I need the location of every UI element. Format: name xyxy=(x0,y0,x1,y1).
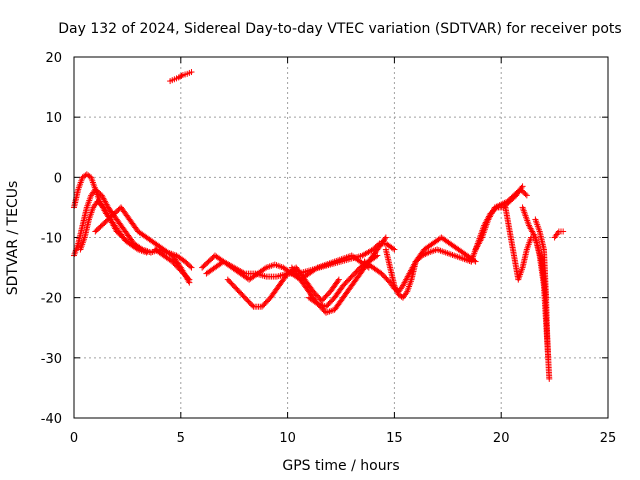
data-point-interp xyxy=(381,235,388,242)
data-point-interp xyxy=(334,277,341,284)
data-point xyxy=(560,228,567,235)
data-point-interp xyxy=(249,302,256,309)
data-point xyxy=(186,276,193,283)
data-point xyxy=(143,249,150,256)
data-point xyxy=(523,192,530,199)
x-tick-label: 15 xyxy=(386,431,403,446)
data-point-interp xyxy=(313,265,320,272)
data-point xyxy=(188,264,195,271)
data-point xyxy=(391,246,398,253)
data-point xyxy=(335,276,342,283)
x-tick-label: 10 xyxy=(279,431,296,446)
data-point-interp xyxy=(261,265,268,272)
y-axis-label: SDTVAR / TECUs xyxy=(5,181,21,296)
data-point-interp xyxy=(313,299,320,306)
data-point xyxy=(382,234,389,241)
x-tick-label: 20 xyxy=(493,431,510,446)
data-point xyxy=(374,252,381,259)
y-tick-label: 10 xyxy=(45,111,62,126)
data-point-interp xyxy=(389,245,396,252)
data-markers xyxy=(71,69,567,382)
y-tick-label: -20 xyxy=(41,292,62,307)
data-point-interp xyxy=(522,191,529,198)
data-point xyxy=(188,69,195,76)
data-point xyxy=(546,375,553,382)
axis-ticks: 0 5 10 15 20 25 -40 -30 -20 -10 0 10 20 xyxy=(41,51,617,446)
y-tick-label: -30 xyxy=(41,352,62,367)
data-point-interp xyxy=(372,253,379,260)
data-point xyxy=(519,183,526,190)
y-tick-label: -10 xyxy=(41,232,62,247)
y-tick-label: 20 xyxy=(45,51,62,66)
y-tick-label: -40 xyxy=(41,412,62,427)
chart-title: Day 132 of 2024, Sidereal Day-to-day VTE… xyxy=(58,21,621,37)
x-tick-label: 25 xyxy=(600,431,617,446)
plot-frame xyxy=(73,56,609,419)
data-point-interp xyxy=(178,72,185,79)
x-axis-label: GPS time / hours xyxy=(282,458,399,474)
y-tick-label: 0 xyxy=(54,171,62,186)
data-point-interp xyxy=(133,245,140,252)
data-point-interp xyxy=(185,275,192,282)
grid-lines xyxy=(74,57,608,418)
data-point-interp xyxy=(187,263,194,270)
x-tick-label: 5 xyxy=(177,431,185,446)
x-tick-label: 0 xyxy=(70,431,78,446)
